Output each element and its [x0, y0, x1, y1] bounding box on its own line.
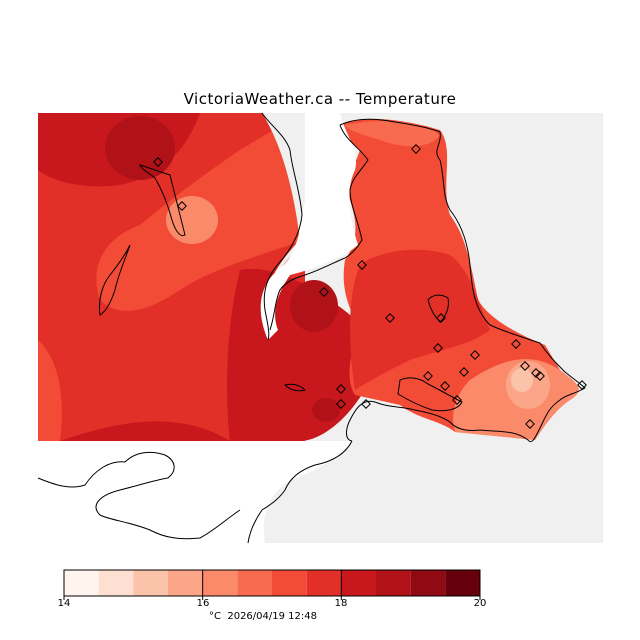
- legend-swatch: [202, 570, 238, 596]
- legend-tick-label: 14: [57, 598, 71, 609]
- temperature-field-east: [340, 118, 579, 440]
- station-marker: [153, 157, 163, 167]
- legend-tick-label: 18: [334, 598, 348, 609]
- legend-swatch: [237, 570, 272, 596]
- station-marker: [336, 399, 346, 409]
- station-marker: [525, 419, 535, 429]
- station-marker: [531, 368, 541, 378]
- station-marker: [459, 367, 469, 377]
- temperature-field-west: [38, 113, 373, 441]
- station-marker: [452, 395, 462, 405]
- station-marker: [385, 313, 395, 323]
- legend-swatch: [64, 570, 99, 596]
- station-marker: [177, 201, 187, 211]
- station-marker: [470, 350, 480, 360]
- timestamp-label: 2026/04/19 12:48: [227, 611, 317, 622]
- legend-tick-label: 16: [196, 598, 210, 609]
- legend-swatch: [376, 570, 411, 596]
- station-marker: [357, 260, 367, 270]
- map-title: VictoriaWeather.ca -- Temperature: [183, 90, 457, 108]
- unit-label: °C: [209, 611, 221, 622]
- station-marker: [411, 144, 421, 154]
- station-marker: [577, 380, 587, 390]
- legend-swatch: [272, 570, 307, 596]
- station-marker: [511, 339, 521, 349]
- coastlines: [37, 112, 586, 544]
- station-marker: [361, 399, 371, 409]
- legend-swatch: [133, 570, 168, 596]
- station-marker: [433, 343, 443, 353]
- legend-swatch: [98, 570, 134, 596]
- station-marker: [520, 361, 530, 371]
- station-marker: [436, 313, 446, 323]
- color-legend-bar: [63, 569, 481, 600]
- map-footer: °C 2026/04/19 12:48: [209, 611, 317, 622]
- legend-swatch: [341, 570, 376, 596]
- water-areas: [38, 113, 358, 543]
- station-markers: [153, 144, 587, 429]
- station-marker: [319, 287, 329, 297]
- legend-swatch: [168, 570, 203, 596]
- station-marker: [336, 384, 346, 394]
- station-marker: [535, 371, 545, 381]
- legend-tick-label: 20: [473, 598, 487, 609]
- legend-swatch: [410, 570, 446, 596]
- legend-swatch: [306, 570, 342, 596]
- legend-swatch: [445, 570, 480, 596]
- station-marker: [440, 381, 450, 391]
- station-marker: [423, 371, 433, 381]
